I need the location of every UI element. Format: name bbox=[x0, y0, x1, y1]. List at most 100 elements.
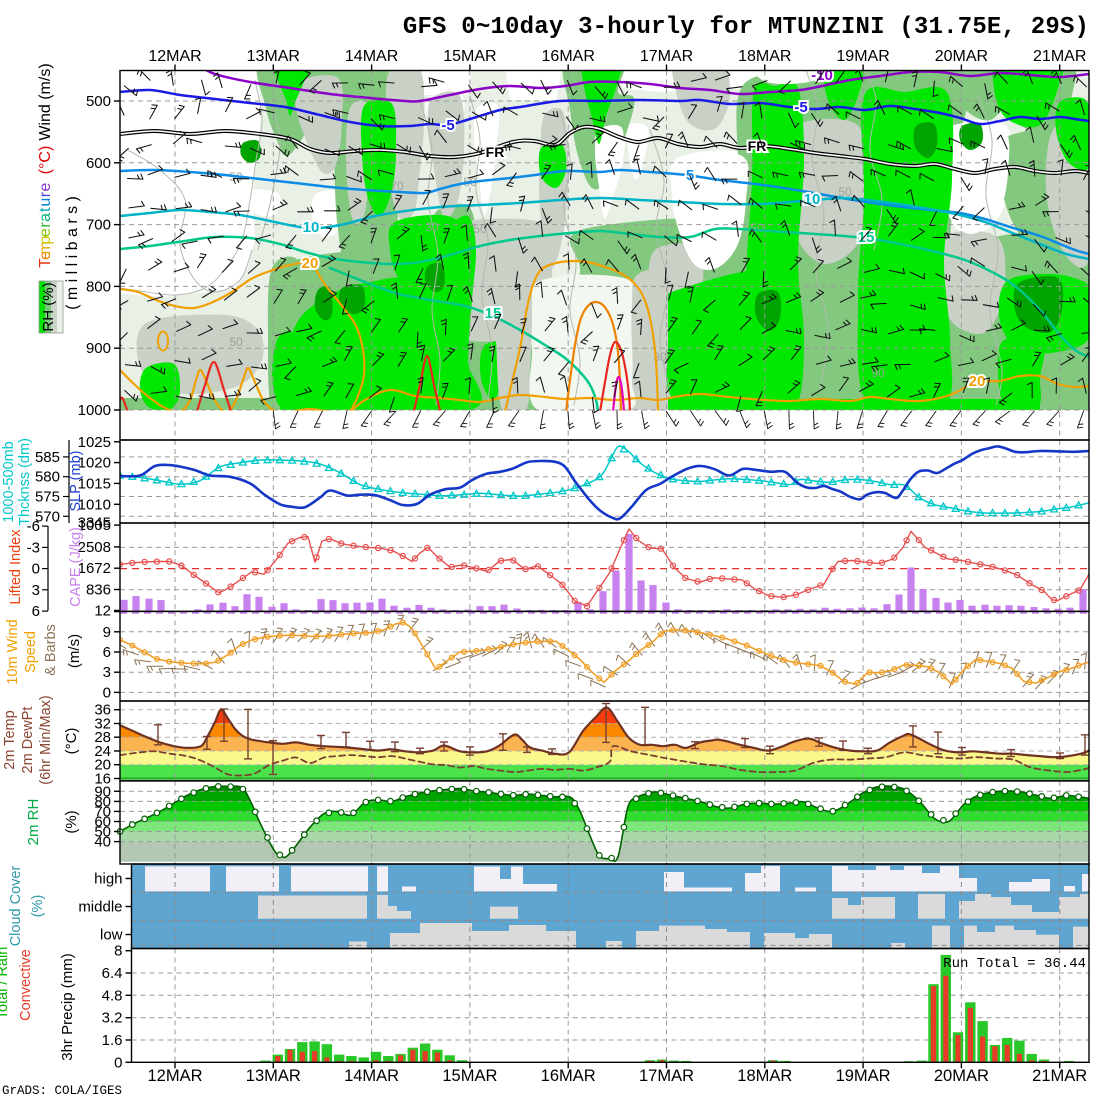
svg-text:low: low bbox=[100, 927, 123, 944]
svg-text:-6: -6 bbox=[27, 518, 40, 535]
svg-text:0: 0 bbox=[32, 561, 40, 578]
svg-text:12MAR: 12MAR bbox=[147, 1067, 202, 1085]
svg-text:17MAR: 17MAR bbox=[639, 1067, 694, 1085]
svg-text:20MAR: 20MAR bbox=[934, 1067, 989, 1085]
svg-text:t: t bbox=[37, 207, 54, 212]
svg-text:16: 16 bbox=[94, 771, 111, 788]
svg-text:middle: middle bbox=[78, 899, 122, 916]
svg-text:RH (%): RH (%) bbox=[40, 282, 57, 331]
svg-text:1020: 1020 bbox=[78, 455, 111, 472]
svg-text:1025: 1025 bbox=[78, 434, 111, 451]
svg-text:40: 40 bbox=[94, 834, 111, 851]
svg-text:2m DewPt: 2m DewPt bbox=[20, 707, 36, 774]
svg-text:570: 570 bbox=[35, 508, 60, 525]
svg-text:0: 0 bbox=[103, 684, 111, 701]
svg-text:FR: FR bbox=[486, 144, 505, 160]
svg-text:50: 50 bbox=[229, 335, 243, 349]
svg-text:1005: 1005 bbox=[78, 517, 111, 534]
svg-text:-5: -5 bbox=[441, 117, 454, 134]
svg-text:1.6: 1.6 bbox=[102, 1032, 123, 1049]
svg-text:50: 50 bbox=[838, 185, 852, 199]
svg-text:Total / Rain: Total / Rain bbox=[0, 947, 11, 1020]
svg-text:a: a bbox=[37, 213, 54, 222]
svg-text:u: u bbox=[37, 198, 54, 207]
svg-text:800: 800 bbox=[86, 278, 111, 295]
svg-text:20: 20 bbox=[302, 255, 319, 272]
svg-text:GFS 0~10day 3-hourly for MTUNZ: GFS 0~10day 3-hourly for MTUNZINI (31.75… bbox=[403, 14, 1089, 41]
svg-text:80: 80 bbox=[94, 793, 111, 810]
svg-text:Run Total = 36.44: Run Total = 36.44 bbox=[943, 956, 1086, 972]
svg-text:( m i l l i b a r s ): ( m i l l i b a r s ) bbox=[64, 196, 81, 310]
svg-text:6: 6 bbox=[32, 603, 40, 620]
svg-text:3hr Precip (mm): 3hr Precip (mm) bbox=[59, 953, 76, 1061]
svg-text:36: 36 bbox=[94, 702, 111, 719]
svg-text:3.2: 3.2 bbox=[102, 1010, 123, 1027]
svg-text:(%): (%) bbox=[63, 810, 80, 833]
svg-text:1015: 1015 bbox=[78, 475, 111, 492]
svg-text:50: 50 bbox=[473, 222, 487, 236]
svg-text:FR: FR bbox=[748, 138, 767, 154]
svg-text:14MAR: 14MAR bbox=[344, 1067, 399, 1085]
svg-text:15MAR: 15MAR bbox=[443, 48, 496, 65]
svg-text:0: 0 bbox=[114, 1054, 122, 1071]
svg-text:GrADS: COLA/IGES: GrADS: COLA/IGES bbox=[2, 1084, 122, 1098]
svg-text:10: 10 bbox=[303, 219, 320, 236]
svg-text:-3: -3 bbox=[27, 539, 40, 556]
svg-text:(°C): (°C) bbox=[37, 146, 54, 175]
svg-text:-10: -10 bbox=[811, 67, 833, 84]
svg-text:Cloud Cover: Cloud Cover bbox=[8, 866, 24, 947]
svg-text:24: 24 bbox=[94, 743, 111, 760]
svg-text:e: e bbox=[37, 251, 54, 260]
svg-text:2m Temp: 2m Temp bbox=[2, 710, 18, 769]
svg-text:(m/s): (m/s) bbox=[66, 634, 83, 668]
svg-text:18MAR: 18MAR bbox=[738, 48, 791, 65]
svg-text:8: 8 bbox=[114, 943, 122, 960]
svg-text:1000: 1000 bbox=[78, 402, 111, 419]
svg-text:T: T bbox=[37, 258, 54, 268]
svg-text:500: 500 bbox=[86, 93, 111, 110]
svg-text:Thcknss (dm): Thcknss (dm) bbox=[17, 438, 33, 526]
svg-text:12MAR: 12MAR bbox=[148, 48, 201, 65]
svg-text:4.8: 4.8 bbox=[102, 987, 123, 1004]
svg-text:14MAR: 14MAR bbox=[345, 48, 398, 65]
svg-text:Speed: Speed bbox=[23, 631, 39, 673]
svg-text:SLP (mb): SLP (mb) bbox=[68, 451, 84, 512]
svg-text:Convective: Convective bbox=[18, 949, 34, 1021]
svg-text:17MAR: 17MAR bbox=[640, 48, 693, 65]
svg-text:1672: 1672 bbox=[78, 560, 111, 577]
svg-text:CAPE (J/kg): CAPE (J/kg) bbox=[68, 527, 84, 607]
svg-text:(6hr Min/Max): (6hr Min/Max) bbox=[38, 695, 54, 784]
svg-text:r: r bbox=[37, 191, 54, 197]
svg-text:575: 575 bbox=[35, 489, 60, 506]
svg-text:585: 585 bbox=[35, 449, 60, 466]
svg-text:19MAR: 19MAR bbox=[836, 1067, 891, 1085]
svg-text:13MAR: 13MAR bbox=[247, 48, 300, 65]
svg-text:2m RH: 2m RH bbox=[25, 799, 42, 846]
svg-text:16MAR: 16MAR bbox=[542, 48, 595, 65]
svg-text:(°C): (°C) bbox=[63, 728, 80, 755]
svg-text:700: 700 bbox=[86, 217, 111, 234]
svg-text:m: m bbox=[37, 241, 54, 254]
svg-text:32: 32 bbox=[94, 716, 111, 733]
svg-text:6: 6 bbox=[103, 644, 111, 661]
svg-text:580: 580 bbox=[35, 469, 60, 486]
svg-text:e: e bbox=[37, 182, 54, 191]
svg-text:900: 900 bbox=[86, 340, 111, 357]
svg-text:e: e bbox=[37, 228, 54, 237]
svg-text:p: p bbox=[37, 236, 54, 245]
svg-text:20MAR: 20MAR bbox=[935, 48, 988, 65]
svg-text:Lifted Index: Lifted Index bbox=[8, 529, 24, 605]
svg-text:20: 20 bbox=[969, 373, 986, 390]
svg-text:15MAR: 15MAR bbox=[442, 1067, 497, 1085]
svg-text:6.4: 6.4 bbox=[102, 965, 123, 982]
svg-text:50: 50 bbox=[94, 824, 111, 841]
svg-text:9: 9 bbox=[103, 624, 111, 641]
svg-text:70: 70 bbox=[94, 803, 111, 820]
svg-text:21MAR: 21MAR bbox=[1033, 48, 1086, 65]
svg-text:12: 12 bbox=[94, 603, 111, 620]
svg-text:3: 3 bbox=[32, 582, 40, 599]
svg-text:600: 600 bbox=[86, 155, 111, 172]
svg-text:30: 30 bbox=[425, 220, 439, 234]
svg-text:20: 20 bbox=[94, 757, 111, 774]
svg-text:836: 836 bbox=[86, 582, 111, 599]
